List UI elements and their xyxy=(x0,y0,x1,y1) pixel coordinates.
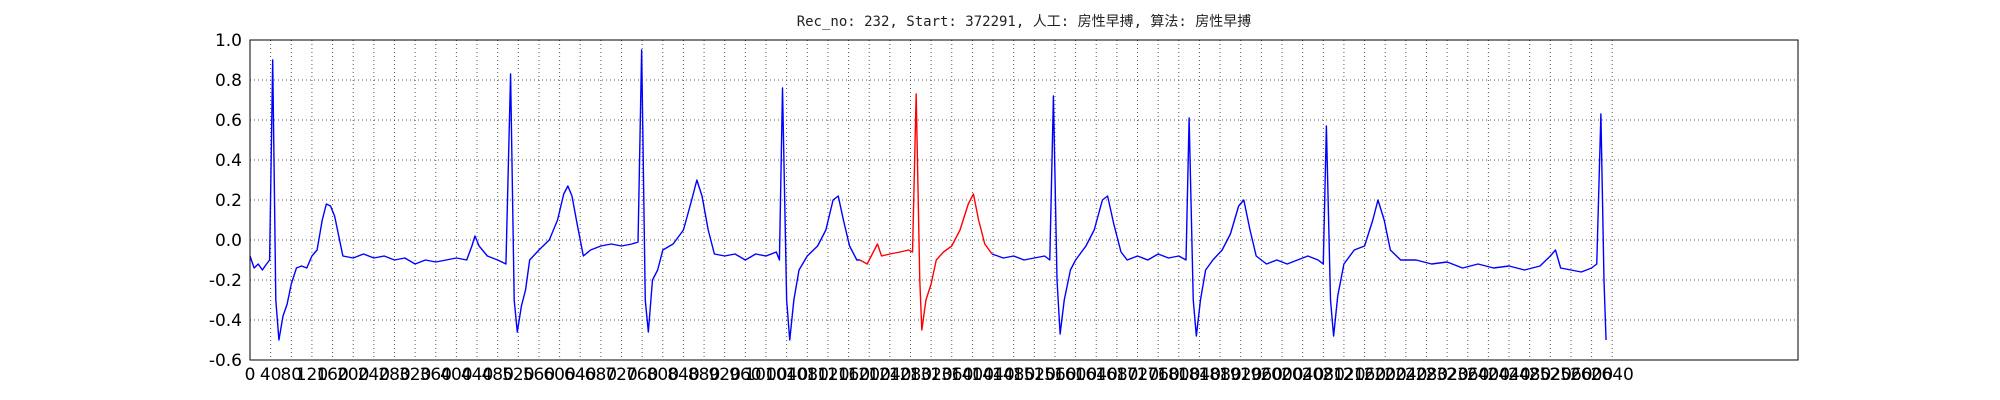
x-tick-label: 880 xyxy=(688,365,720,385)
y-tick-label: 1.0 xyxy=(215,31,242,51)
x-tick-label: 200 xyxy=(337,365,369,385)
x-tick-label: 1720 xyxy=(1116,365,1159,385)
x-tick-label: 2040 xyxy=(1281,365,1324,385)
x-tick-label: 1800 xyxy=(1157,365,1200,385)
x-tick-label: 1520 xyxy=(1013,365,1056,385)
y-tick-label: -0.6 xyxy=(209,351,242,371)
x-tick-label: 800 xyxy=(647,365,679,385)
y-tick-label: 0.6 xyxy=(215,111,242,131)
y-tick-label: 0.4 xyxy=(215,151,242,171)
x-tick-label: 1240 xyxy=(868,365,911,385)
ecg-line xyxy=(859,93,993,331)
x-tick-label: 2160 xyxy=(1343,365,1386,385)
x-tick-label: 640 xyxy=(564,365,596,385)
ecg-line xyxy=(249,49,1607,341)
x-tick-label: 2480 xyxy=(1508,365,1551,385)
x-tick-label: 1080 xyxy=(786,365,829,385)
x-tick-label: 1040 xyxy=(765,365,808,385)
x-tick-label: 2000 xyxy=(1260,365,1303,385)
x-tick-label: 2440 xyxy=(1487,365,1530,385)
x-tick-label: 1320 xyxy=(909,365,952,385)
x-tick-label: 280 xyxy=(378,365,410,385)
x-tick-label: 120 xyxy=(296,365,328,385)
plot-frame xyxy=(249,39,1799,361)
x-tick-label: 520 xyxy=(502,365,534,385)
x-tick-label: 80 xyxy=(280,365,302,385)
x-tick-label: 320 xyxy=(399,365,431,385)
x-tick-label: 480 xyxy=(481,365,513,385)
x-tick-label: 560 xyxy=(523,365,555,385)
x-tick-label: 2320 xyxy=(1425,365,1468,385)
x-tick-label: 1280 xyxy=(889,365,932,385)
x-tick-label: 2120 xyxy=(1322,365,1365,385)
x-tick-label: 2080 xyxy=(1302,365,1345,385)
x-tick-label: 360 xyxy=(420,365,452,385)
y-tick-label: -0.4 xyxy=(209,311,242,331)
x-tick-label: 2640 xyxy=(1591,365,1634,385)
x-tick-label: 440 xyxy=(461,365,493,385)
x-tick-label: 720 xyxy=(605,365,637,385)
x-tick-label: 1120 xyxy=(806,365,849,385)
x-tick-label: 2360 xyxy=(1446,365,1489,385)
x-tick-label: 1920 xyxy=(1219,365,1262,385)
x-tick-label: 240 xyxy=(358,365,390,385)
x-tick-label: 680 xyxy=(585,365,617,385)
x-tick-label: 1400 xyxy=(951,365,994,385)
x-tick-label: 1600 xyxy=(1054,365,1097,385)
x-tick-label: 600 xyxy=(543,365,575,385)
x-tick-label: 2240 xyxy=(1384,365,1427,385)
x-tick-label: 2200 xyxy=(1364,365,1407,385)
x-tick-label: 920 xyxy=(708,365,740,385)
x-tick-label: 1560 xyxy=(1033,365,1076,385)
x-tick-label: 1000 xyxy=(744,365,787,385)
x-tick-label: 1840 xyxy=(1178,365,1221,385)
chart-title: Rec_no: 232, Start: 372291, 人工: 房性早搏, 算法… xyxy=(797,13,1252,30)
x-tick-label: 1480 xyxy=(992,365,1035,385)
x-tick-label: 1360 xyxy=(930,365,973,385)
x-tick-label: 1160 xyxy=(827,365,870,385)
x-tick-label: 2280 xyxy=(1405,365,1448,385)
x-tick-label: 2520 xyxy=(1529,365,1572,385)
x-tick-label: 960 xyxy=(729,365,761,385)
x-tick-label: 1640 xyxy=(1075,365,1118,385)
x-tick-label: 400 xyxy=(440,365,472,385)
x-tick-label: 0 xyxy=(245,365,256,385)
x-tick-label: 40 xyxy=(260,365,282,385)
x-tick-label: 1760 xyxy=(1137,365,1180,385)
x-tick-label: 160 xyxy=(316,365,348,385)
x-tick-label: 2600 xyxy=(1570,365,1613,385)
x-tick-label: 1200 xyxy=(848,365,891,385)
y-tick-label: 0.8 xyxy=(215,71,242,91)
y-tick-label: -0.2 xyxy=(209,271,242,291)
x-tick-label: 1440 xyxy=(971,365,1014,385)
x-tick-label: 1960 xyxy=(1240,365,1283,385)
x-tick-label: 2400 xyxy=(1467,365,1510,385)
x-tick-label: 840 xyxy=(667,365,699,385)
y-tick-label: 0.2 xyxy=(215,191,242,211)
x-tick-label: 760 xyxy=(626,365,658,385)
x-tick-label: 2560 xyxy=(1549,365,1592,385)
x-tick-label: 1880 xyxy=(1198,365,1241,385)
y-tick-label: 0.0 xyxy=(215,231,242,251)
x-tick-label: 1680 xyxy=(1095,365,1138,385)
